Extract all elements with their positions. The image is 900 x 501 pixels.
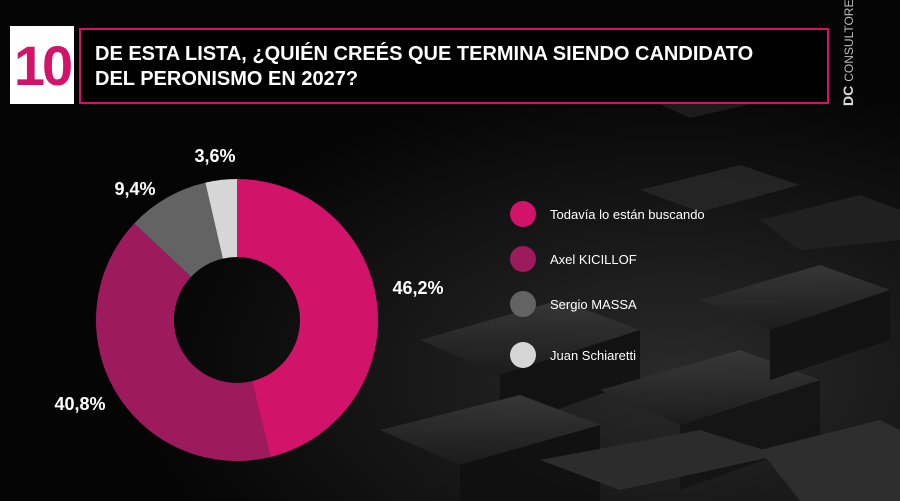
legend-label: Sergio MASSA (550, 296, 637, 312)
question-number-box: 10 (10, 26, 74, 104)
legend-item-4: Juan Schiaretti (510, 341, 636, 369)
donut-slice-1 (237, 179, 378, 458)
question-title-box: DE ESTA LISTA, ¿QUIÉN CREÉS QUE TERMINA … (79, 28, 829, 104)
donut-slice-2 (96, 223, 271, 461)
legend-swatch (510, 342, 536, 368)
legend-swatch (510, 291, 536, 317)
slice-value-label-2: 40,8% (54, 394, 105, 414)
question-title: DE ESTA LISTA, ¿QUIÉN CREÉS QUE TERMINA … (95, 42, 815, 92)
question-number: 10 (13, 33, 73, 97)
slice-value-label-1: 46,2% (392, 278, 443, 298)
legend-item-3: Sergio MASSA (510, 290, 637, 318)
donut-slice-4 (205, 179, 237, 259)
legend-item-2: Axel KICILLOF (510, 245, 637, 273)
question-title-line-1: DE ESTA LISTA, ¿QUIÉN CREÉS QUE TERMINA … (95, 43, 754, 65)
legend-label: Juan Schiaretti (550, 347, 636, 363)
legend-swatch (510, 201, 536, 227)
legend-swatch (510, 246, 536, 272)
legend-label: Axel KICILLOF (550, 251, 637, 267)
slice-value-label-3: 9,4% (114, 179, 155, 199)
legend-label: Todavía lo están buscando (550, 206, 705, 222)
legend-item-1: Todavía lo están buscando (510, 200, 705, 228)
slice-value-label-4: 3,6% (194, 146, 235, 166)
donut-slice-3 (134, 182, 223, 277)
question-title-line-2: DEL PERONISMO EN 2027? (95, 68, 359, 90)
